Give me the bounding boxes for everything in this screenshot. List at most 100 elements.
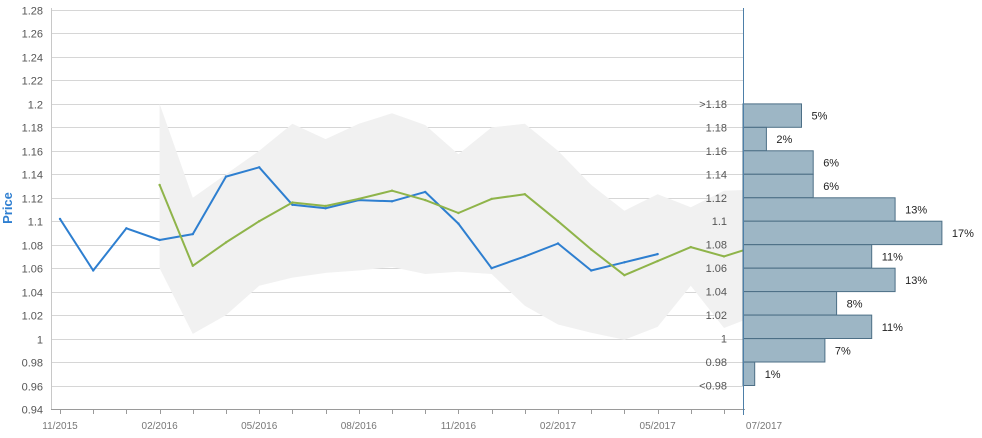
- y-tick-label: 1.12: [22, 194, 43, 206]
- forecast-point: [291, 201, 294, 204]
- x-tick-label: 02/2017: [540, 421, 577, 432]
- forecast-point: [424, 198, 427, 202]
- forecast-point: [390, 189, 394, 192]
- forecast-band: [159, 103, 758, 340]
- y-tick-label: 1.06: [22, 264, 43, 276]
- distribution-bin-label: 1.08: [706, 240, 727, 252]
- forecast-point: [689, 245, 692, 249]
- y-tick-label: 1.24: [22, 53, 43, 65]
- distribution-bar: [742, 173, 814, 199]
- axis-labels: 0.94 0.96 0.98 1 1.02 1.04 1.06 1.08 1.1 1.12 1.14…: [22, 6, 975, 433]
- forecast-point: [224, 241, 228, 244]
- price-point: [457, 222, 460, 225]
- distribution-bar: [742, 338, 826, 363]
- distribution-percent-label: 8%: [847, 298, 863, 310]
- forecast-point: [191, 264, 194, 267]
- distribution-percent-label: 17%: [952, 228, 974, 240]
- distribution-bin-label: 1.06: [706, 263, 727, 275]
- axes: [51, 8, 745, 415]
- price-point: [224, 175, 228, 178]
- distribution-bar: [742, 220, 943, 246]
- y-tick-label: 1.16: [22, 147, 43, 159]
- distribution-percent-label: 6%: [823, 181, 839, 193]
- y-tick-label: 1.14: [22, 170, 43, 182]
- distribution-percent-label: 11%: [882, 251, 903, 263]
- distribution-bin-label: 1.12: [706, 193, 727, 205]
- distribution-bin-label: 1.04: [706, 287, 727, 299]
- distribution-percent-label: 11%: [882, 322, 903, 334]
- distribution-bar: [742, 291, 838, 316]
- forecast-point: [324, 204, 327, 208]
- y-tick-label: 1.18: [22, 123, 43, 135]
- distribution-percent-label: 5%: [812, 111, 828, 123]
- forecast-point: [656, 259, 659, 263]
- distribution-bin-label: 1.16: [706, 146, 727, 158]
- y-tick-label: 1: [37, 335, 43, 347]
- forecast-point: [523, 193, 526, 196]
- y-tick-label: 1.22: [22, 76, 43, 88]
- forecast-range-band: [159, 103, 758, 340]
- distribution-bar: [742, 150, 814, 175]
- price-point: [58, 217, 62, 221]
- distribution-bar: [742, 361, 756, 387]
- y-tick-label: 1.28: [22, 6, 43, 18]
- y-tick-label: 1.02: [22, 311, 43, 323]
- y-tick-label: 0.94: [22, 405, 43, 417]
- forecast-point: [556, 220, 560, 223]
- price-point: [92, 269, 95, 272]
- price-point: [291, 203, 294, 206]
- distribution-bin-label: 0.98: [706, 357, 727, 369]
- distribution-percent-label: 13%: [905, 275, 927, 287]
- price-point: [191, 232, 194, 236]
- distribution-bin-label: >1.18: [699, 99, 727, 111]
- forecast-point: [158, 183, 161, 187]
- price-point: [490, 267, 493, 270]
- distribution-bar: [742, 244, 873, 269]
- price-point: [523, 255, 526, 258]
- distribution-bar: [742, 267, 896, 293]
- x-tick-label: 02/2016: [142, 421, 179, 432]
- y-tick-label: 1.26: [22, 29, 43, 41]
- distribution-percent-label: 2%: [776, 134, 792, 146]
- x-tick-label: 05/2017: [640, 421, 677, 432]
- distribution-percent-label: 1%: [765, 369, 781, 381]
- distribution-bin-label: 1.02: [706, 310, 727, 322]
- price-point: [158, 238, 161, 242]
- price-point: [623, 261, 626, 264]
- price-point: [556, 242, 560, 245]
- x-tick-label: 11/2015: [42, 421, 78, 432]
- price-point: [390, 200, 394, 203]
- distribution-bin-label: 1.18: [706, 122, 727, 134]
- x-tick-label: 08/2016: [341, 421, 378, 432]
- forecast-point: [490, 197, 493, 201]
- distribution-percent-label: 13%: [905, 205, 927, 217]
- distribution-bar: [742, 103, 802, 128]
- y-axis-title: Price: [0, 192, 15, 224]
- x-tick-label: 05/2016: [241, 421, 278, 432]
- forecast-point: [258, 220, 261, 223]
- forecast-point: [590, 248, 593, 251]
- distribution-bar: [742, 126, 767, 152]
- distribution-percent-label: 7%: [835, 345, 851, 357]
- price-point: [324, 207, 327, 210]
- distribution-bar: [742, 314, 873, 340]
- forecast-point: [722, 255, 726, 258]
- y-tick-label: 1.04: [22, 288, 43, 300]
- y-tick-label: 1.08: [22, 241, 43, 253]
- forecast-point: [457, 211, 460, 215]
- series-lines: [58, 166, 759, 277]
- price-point: [590, 269, 593, 272]
- distribution-percent-label: 6%: [823, 158, 839, 170]
- x-tick-label: 07/2017: [746, 421, 783, 432]
- y-tick-label: 1.2: [28, 100, 43, 112]
- y-tick-label: 1.1: [28, 217, 43, 229]
- forecast-point: [357, 197, 360, 201]
- distribution-bars: [742, 103, 943, 387]
- distribution-bin-label: 1.1: [712, 216, 727, 228]
- price-point: [424, 190, 427, 194]
- forecast-point: [623, 274, 626, 277]
- price-point: [656, 252, 659, 256]
- y-tick-label: 0.98: [22, 358, 43, 370]
- price-point: [125, 227, 128, 230]
